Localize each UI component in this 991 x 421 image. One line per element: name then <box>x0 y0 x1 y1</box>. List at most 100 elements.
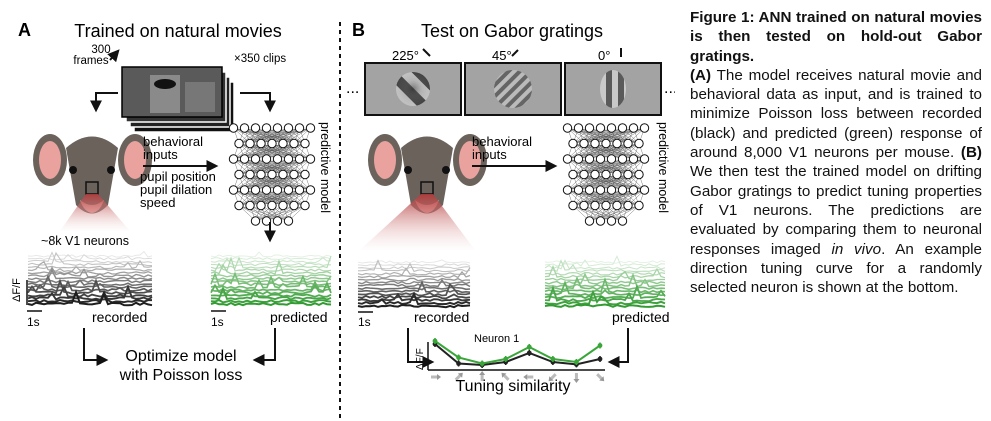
activity-trace <box>27 279 152 287</box>
dff-label-b: ΔF/F <box>415 348 426 370</box>
network-node <box>634 200 644 211</box>
activity-trace <box>357 259 471 264</box>
activity-trace <box>544 255 666 267</box>
predicted-tuning-point <box>503 356 509 362</box>
activity-trace <box>27 260 153 273</box>
activity-trace <box>210 257 332 264</box>
activity-trace <box>210 301 332 307</box>
network-node <box>562 154 573 164</box>
activity-trace <box>210 257 332 261</box>
predicted-tuning-point <box>479 361 485 366</box>
network-node <box>595 154 606 164</box>
activity-trace <box>210 299 332 304</box>
activity-trace <box>27 251 152 267</box>
behavioral-label-b-1: behavioral <box>472 134 532 149</box>
direction-icon-225 <box>422 48 431 57</box>
network-node <box>573 185 584 195</box>
direction-icon-45 <box>511 49 519 57</box>
recorded-tuning-point <box>456 361 461 366</box>
direction-arrow-icon <box>596 373 605 382</box>
direction-arrow-icon <box>431 374 441 380</box>
neuron-cone-a <box>60 194 130 231</box>
predicted-tuning-line <box>434 340 601 365</box>
network-node <box>634 138 644 149</box>
activity-trace <box>544 260 666 264</box>
activity-trace <box>210 258 332 275</box>
network-node <box>278 138 288 149</box>
activity-trace <box>544 276 666 291</box>
recorded-tuning-point <box>526 350 532 356</box>
network-node <box>639 154 650 164</box>
activity-trace <box>27 274 153 290</box>
activity-trace <box>544 259 666 273</box>
network-node <box>228 123 239 133</box>
network-node <box>617 154 628 164</box>
network-node <box>250 216 261 226</box>
behavioral-label-a-2: inputs <box>143 147 178 162</box>
network-node <box>623 138 633 149</box>
network-node <box>305 185 316 195</box>
network-node <box>250 123 261 133</box>
network-node <box>267 169 277 180</box>
network-node <box>250 185 261 195</box>
activity-trace <box>544 289 666 306</box>
network-node <box>305 154 316 164</box>
network-node <box>601 200 611 211</box>
network-node <box>278 169 288 180</box>
predicted-to-tuning-arrow <box>607 328 629 368</box>
neuron-cone-b <box>360 194 475 250</box>
caption-end-text: . An example direction tuning curve for … <box>690 240 982 297</box>
dff-label-a: ΔF/F <box>11 278 23 302</box>
network-node <box>272 123 283 133</box>
network-node <box>300 200 310 211</box>
neurons-label: ~8k V1 neurons <box>41 234 129 248</box>
clips-label: ×350 clips <box>234 53 286 65</box>
network-node <box>261 154 272 164</box>
activity-trace <box>27 289 153 307</box>
network-node <box>267 200 277 211</box>
network-node <box>595 185 606 195</box>
caption-a-text: The model receives natural movie and beh… <box>690 66 982 162</box>
predicted-tuning-point <box>574 359 579 365</box>
activity-trace <box>544 303 666 308</box>
network-node <box>584 185 595 195</box>
angle-0: 0° <box>598 48 610 63</box>
movie-to-model-arrow <box>240 92 276 113</box>
behavior-var-1: pupil position <box>140 169 216 184</box>
scale-label-a: 1s <box>27 315 40 329</box>
network-node <box>245 138 255 149</box>
network-node <box>606 216 617 226</box>
recorded-to-loss-arrow <box>83 328 109 366</box>
activity-trace <box>210 281 332 295</box>
network-node <box>239 154 250 164</box>
mouse-head-b <box>368 134 487 214</box>
behavior-var-2: pupil dilation <box>140 182 212 197</box>
activity-trace <box>357 263 471 267</box>
network-diagram-a <box>228 123 316 226</box>
activity-trace <box>210 293 332 298</box>
scale-label-a2: 1s <box>211 315 224 329</box>
network-node <box>261 185 272 195</box>
neuron-label: Neuron 1 <box>474 333 519 345</box>
predicted-to-loss-arrow <box>252 328 276 366</box>
activity-trace <box>357 291 471 306</box>
activity-trace <box>210 256 332 272</box>
predicted-traces-a <box>210 251 332 307</box>
network-node <box>639 123 650 133</box>
dots-right: ... <box>664 80 675 97</box>
activity-trace <box>357 270 471 279</box>
network-node <box>294 185 305 195</box>
network-node <box>617 216 628 226</box>
behavioral-label-a-1: behavioral <box>143 134 203 149</box>
optimize-label-2: with Poisson loss <box>119 367 243 384</box>
activity-trace <box>357 280 471 285</box>
activity-trace <box>357 277 471 282</box>
direction-arrow-icon <box>501 372 510 381</box>
activity-trace <box>357 293 471 300</box>
network-node <box>267 138 277 149</box>
predicted-tuning-point <box>550 356 556 362</box>
direction-arrow-icon <box>573 373 580 383</box>
predicted-tuning-point <box>597 343 603 348</box>
panel-a-letter: A <box>18 20 31 40</box>
network-node <box>579 200 589 211</box>
